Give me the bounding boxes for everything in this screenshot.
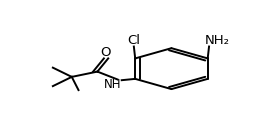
Text: NH: NH [103,78,121,91]
Text: O: O [100,46,111,59]
Text: Cl: Cl [127,34,140,47]
Text: NH₂: NH₂ [205,34,230,47]
